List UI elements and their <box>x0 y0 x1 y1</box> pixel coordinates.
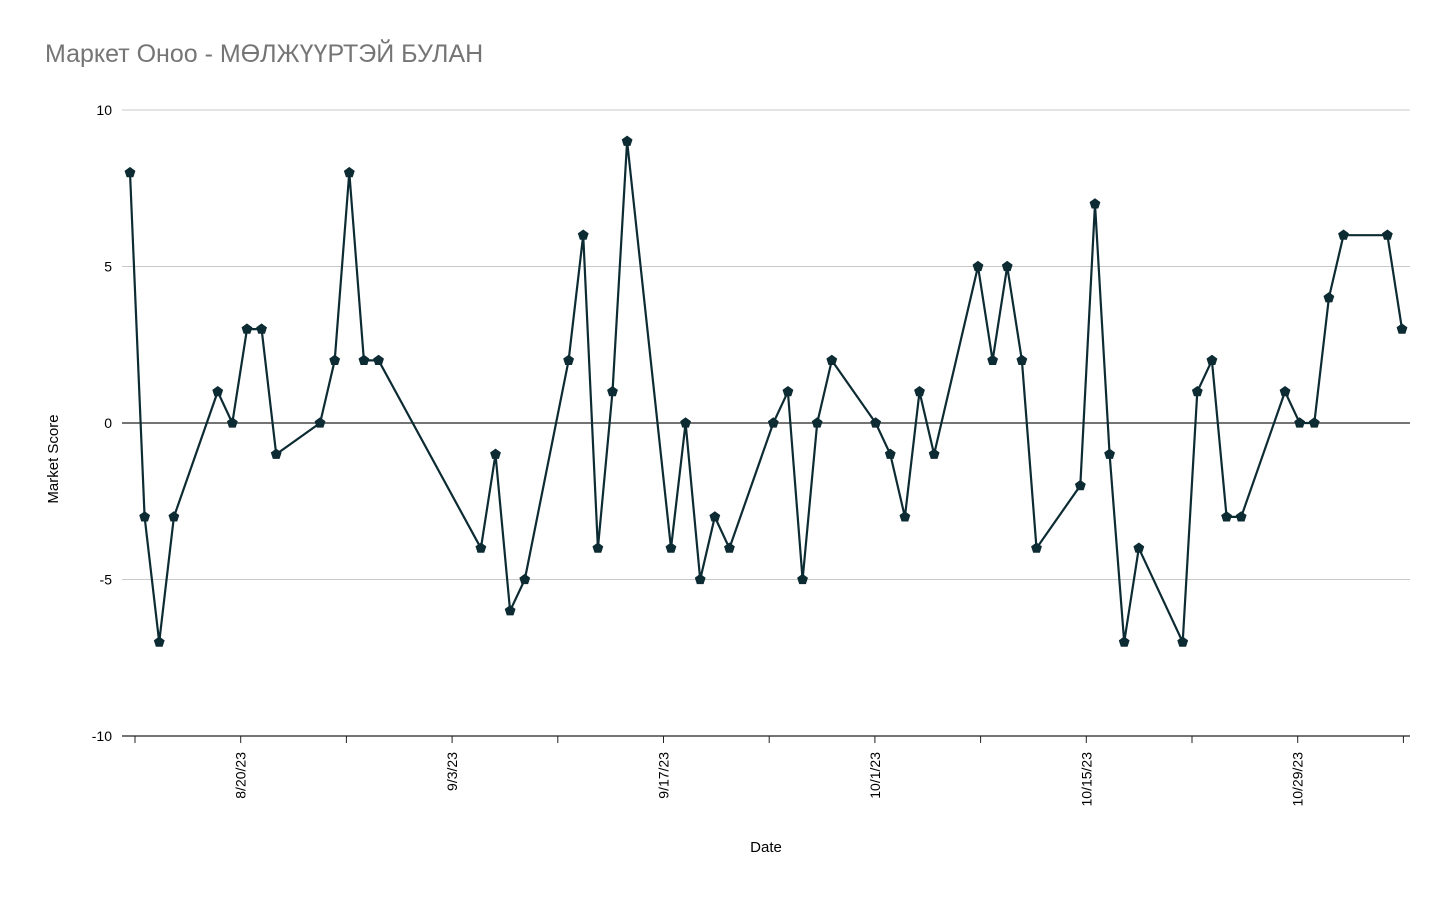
data-point <box>519 573 531 585</box>
x-tick-label: 10/15/23 <box>1078 752 1094 807</box>
data-point <box>270 448 282 459</box>
data-point <box>1016 354 1028 366</box>
data-point <box>1381 229 1393 240</box>
data-point <box>1031 542 1042 553</box>
data-point <box>987 354 999 366</box>
data-point <box>329 354 341 366</box>
data-point <box>1396 323 1408 334</box>
data-point <box>314 417 326 428</box>
x-tick-label: 10/1/23 <box>867 752 883 799</box>
data-point <box>343 166 355 178</box>
data-point <box>1294 417 1306 428</box>
data-point <box>621 135 633 146</box>
data-point <box>972 260 984 272</box>
data-point <box>870 417 882 428</box>
data-point <box>797 573 808 585</box>
data-point <box>373 354 384 366</box>
x-tick-label: 8/20/23 <box>233 752 249 799</box>
data-point <box>826 354 838 366</box>
chart-title: Маркет Оноо - МӨЛЖҮҮРТЭЙ БУЛАН <box>45 40 484 68</box>
data-point <box>475 542 487 553</box>
data-point <box>1089 198 1101 209</box>
data-point <box>709 511 721 522</box>
data-point <box>153 636 165 647</box>
data-point <box>884 448 896 459</box>
data-point <box>694 573 706 585</box>
data-point <box>1133 542 1145 553</box>
data-point <box>212 386 224 397</box>
y-tick-label: 5 <box>104 259 112 275</box>
data-point <box>226 417 238 428</box>
data-point <box>767 417 779 428</box>
data-point <box>1074 479 1086 491</box>
data-point <box>899 511 911 522</box>
data-point <box>914 386 925 397</box>
data-point <box>607 386 618 397</box>
y-axis-label: Market Score <box>45 414 62 503</box>
x-tick-label: 9/3/23 <box>444 752 460 791</box>
data-point <box>168 511 180 522</box>
data-point <box>1191 386 1203 397</box>
data-point <box>1338 229 1349 240</box>
data-point <box>724 542 735 553</box>
data-point <box>1323 292 1335 303</box>
data-point <box>680 417 692 428</box>
data-point <box>1279 386 1291 397</box>
y-tick-label: -5 <box>100 572 113 588</box>
data-point <box>665 542 677 553</box>
data-point <box>928 448 940 459</box>
data-point <box>504 605 516 616</box>
x-tick-label: 10/29/23 <box>1290 752 1306 807</box>
data-point <box>1221 511 1232 522</box>
data-point <box>1104 448 1116 459</box>
y-tick-label: 0 <box>104 415 112 431</box>
data-point <box>256 323 268 334</box>
x-tick-label: 9/17/23 <box>656 752 672 799</box>
data-point <box>1235 511 1247 522</box>
data-point <box>139 511 151 522</box>
y-tick-label: 10 <box>96 102 112 118</box>
series-line <box>128 141 1404 643</box>
data-point <box>563 354 575 366</box>
data-point <box>490 448 501 459</box>
data-point <box>1308 417 1320 428</box>
y-tick-label: -10 <box>92 728 112 744</box>
data-point <box>1177 636 1189 647</box>
data-point <box>577 229 589 240</box>
data-point <box>782 386 794 397</box>
data-point <box>811 417 823 428</box>
data-point <box>1118 636 1130 647</box>
data-point <box>358 354 370 366</box>
data-point <box>592 542 604 553</box>
data-point <box>124 166 136 178</box>
data-point <box>1001 260 1013 272</box>
x-axis-label: Date <box>750 839 782 856</box>
data-point <box>241 323 253 334</box>
data-point <box>1206 354 1218 366</box>
